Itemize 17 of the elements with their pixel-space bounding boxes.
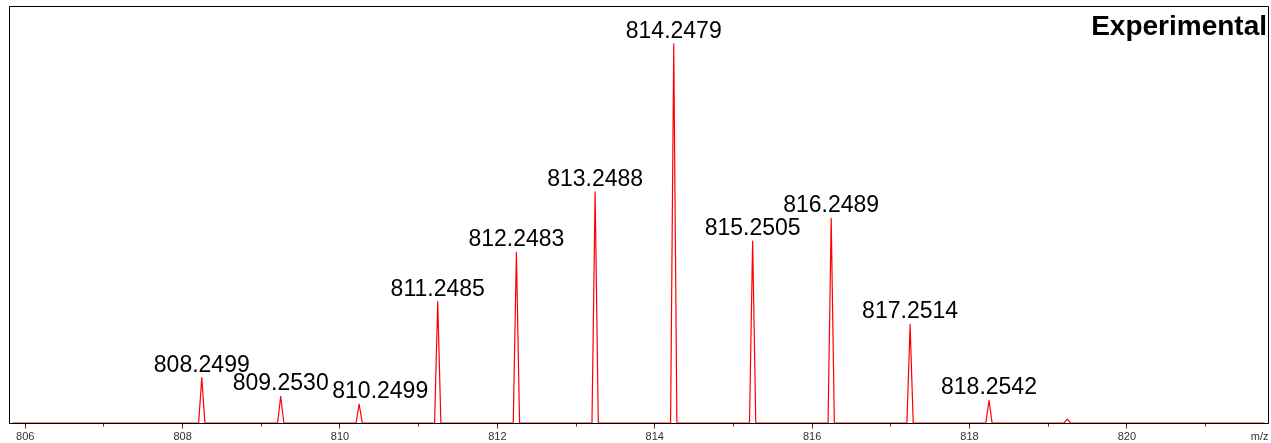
- x-tick-label: 812: [488, 429, 507, 442]
- chart-title: Experimental: [1091, 10, 1267, 41]
- x-axis-title: m/z: [1250, 429, 1269, 442]
- annotation: 814.2479: [625, 16, 722, 43]
- annotation: 812.2483: [468, 225, 565, 252]
- x-tick-label: 820: [1117, 429, 1137, 442]
- x-tick-label: 810: [330, 429, 350, 442]
- annotation: 817.2514: [862, 297, 959, 324]
- x-tick-label: 808: [173, 429, 192, 442]
- annotation: 811.2485: [390, 274, 485, 301]
- x-tick-label: 818: [960, 429, 979, 442]
- annotation: 818.2542: [941, 373, 1037, 400]
- x-tick-label: 814: [645, 429, 664, 442]
- x-tick-label: 816: [802, 429, 822, 442]
- annotation: 810.2499: [332, 377, 429, 404]
- x-tick-label: 806: [16, 429, 35, 442]
- annotation: 813.2488: [547, 164, 644, 191]
